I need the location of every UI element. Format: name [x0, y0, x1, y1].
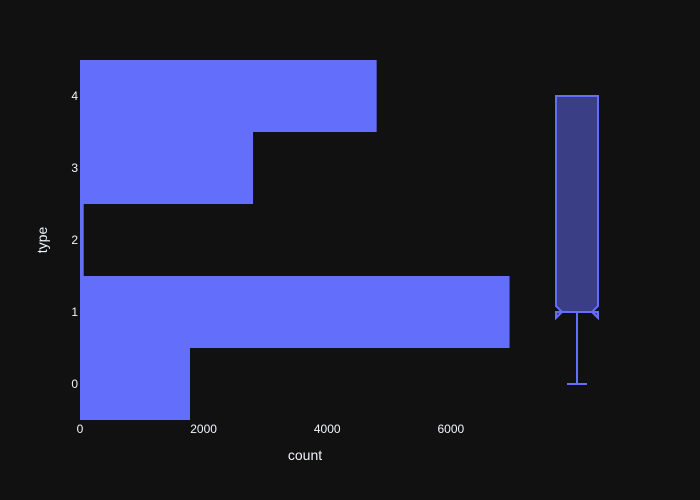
bar-type-4 [80, 60, 377, 132]
y-tick-label-3: 3 [71, 161, 78, 175]
box-body [555, 95, 599, 321]
y-axis-title: type [34, 227, 50, 254]
x-tick-labels: 0 2000 4000 6000 [77, 422, 465, 436]
y-tick-labels: 0 1 2 3 4 [71, 89, 78, 391]
x-tick-label-6000: 6000 [437, 422, 464, 436]
bar-type-0 [80, 348, 191, 420]
bar-type-1 [80, 276, 510, 348]
x-tick-label-2000: 2000 [190, 422, 217, 436]
y-tick-label-1: 1 [71, 305, 78, 319]
y-tick-label-4: 4 [71, 89, 78, 103]
y-tick-label-2: 2 [71, 233, 78, 247]
box-plot [555, 95, 599, 385]
x-tick-label-0: 0 [77, 422, 84, 436]
bar-type-2 [80, 204, 84, 276]
y-tick-label-0: 0 [71, 377, 78, 391]
histogram-bars [80, 60, 510, 420]
x-tick-label-4000: 4000 [314, 422, 341, 436]
bar-type-3 [80, 132, 254, 204]
x-axis-title: count [288, 447, 322, 463]
